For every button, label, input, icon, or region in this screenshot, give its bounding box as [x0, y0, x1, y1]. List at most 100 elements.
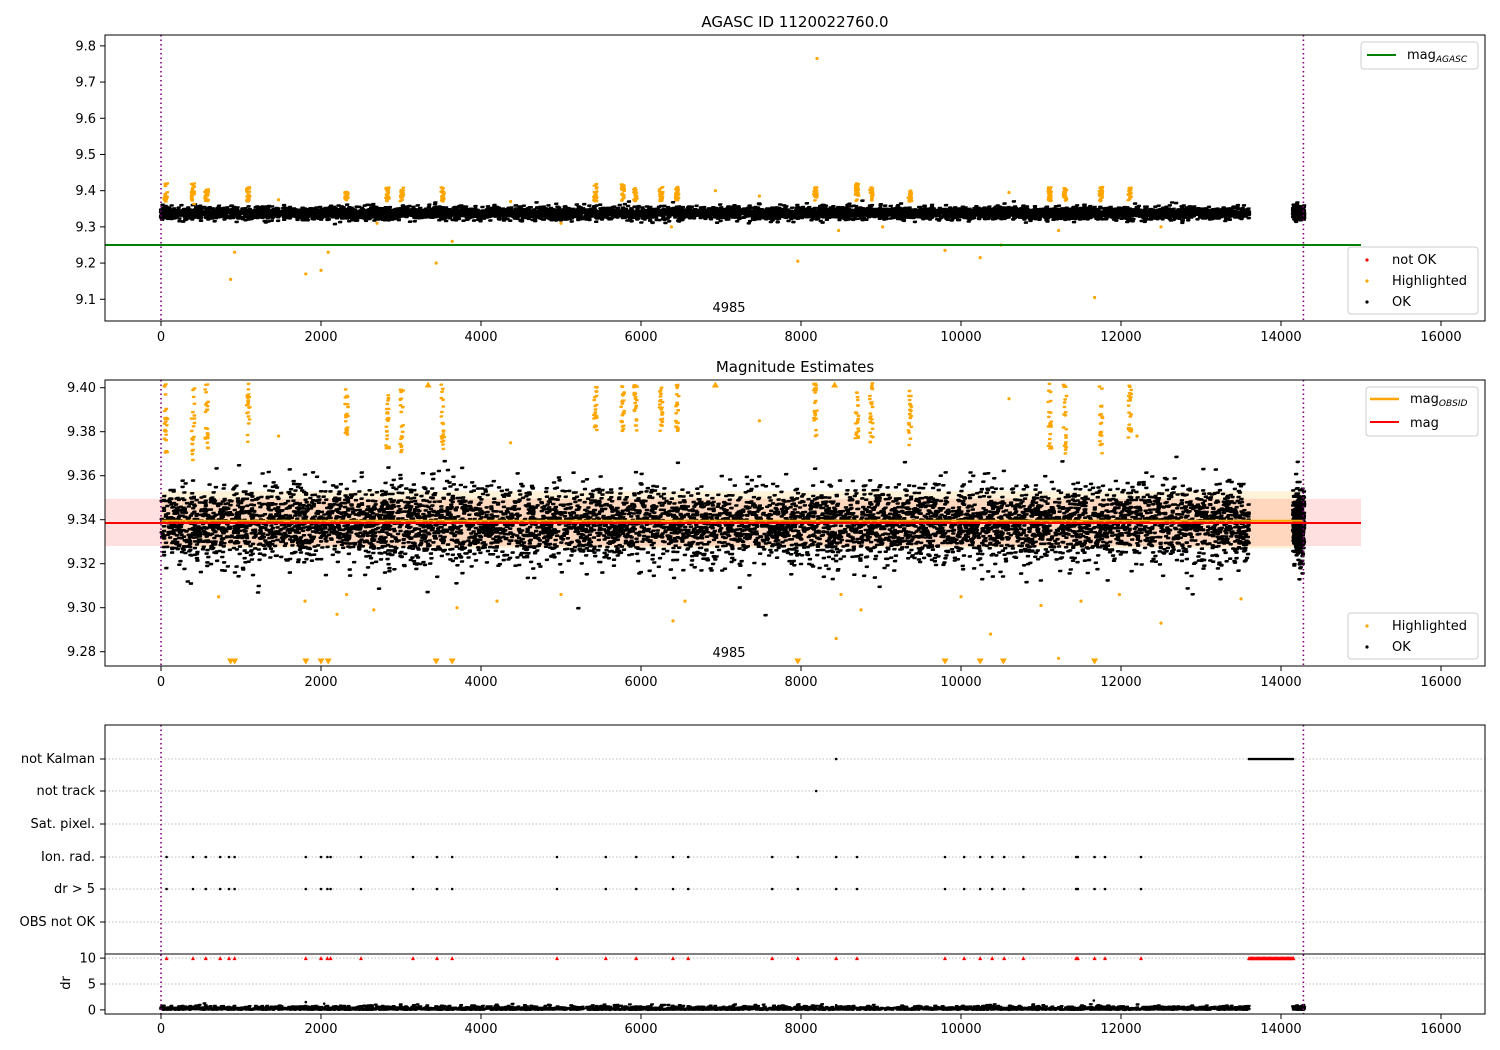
dr-ytick-label: 0 — [88, 1003, 96, 1018]
panel2-highlighted-clusters — [162, 382, 1134, 462]
dr-clipped-marker — [203, 956, 208, 961]
panel1-highlight-point — [277, 198, 281, 202]
panel3-xtick-label: 2000 — [304, 1022, 337, 1037]
panel2-ytick-label: 9.28 — [67, 645, 96, 660]
panel2-line-legend: magOBSID mag — [1365, 386, 1479, 437]
flag-mark — [204, 887, 208, 891]
dr-clipped-marker — [218, 956, 223, 961]
dr-clipped-marker — [634, 956, 639, 961]
dr-clipped-marker — [303, 956, 308, 961]
panel2-down-marker — [324, 658, 332, 665]
flag-label-obs-not-ok: OBS not OK — [20, 915, 96, 930]
dr-clipped-marker — [795, 956, 800, 961]
panel2-annotation: 4985 — [712, 646, 745, 661]
panel1-ytick-label: 9.1 — [75, 293, 96, 308]
panel1-ytick-label: 9.4 — [75, 184, 96, 199]
flag-mark — [796, 855, 800, 859]
panel2-down-marker — [231, 658, 239, 665]
dr-clipped-marker — [943, 956, 947, 961]
flag-mark — [634, 887, 638, 891]
flag-mark — [191, 887, 195, 891]
panel1-highlight-point — [450, 239, 454, 243]
panel1-line-legend: magAGASC — [1360, 41, 1479, 70]
panel2-down-marker — [302, 658, 310, 665]
panel1-ok-points — [158, 199, 1307, 226]
panel3-xtick-label: 10000 — [940, 1022, 981, 1037]
dr-points — [159, 1002, 1307, 1012]
panel1-highlight-point — [815, 56, 819, 61]
flag-mark — [319, 855, 323, 859]
panel1-ytick-label: 9.5 — [75, 148, 96, 163]
legend2-ok: OK — [1392, 640, 1411, 655]
panel2-xtick-label: 16000 — [1420, 675, 1461, 690]
panel1-highlight-point — [1093, 295, 1097, 300]
flag-mark — [1022, 855, 1025, 859]
panel2-highlight-point — [757, 419, 762, 423]
panel1-highlight-point — [233, 250, 237, 254]
dr-clipped-marker — [671, 956, 675, 961]
panel2-down-marker — [1091, 658, 1099, 665]
panel2-highlight-point — [834, 636, 838, 641]
panel1-highlight-point — [434, 261, 438, 265]
dr-clipped-marker — [1139, 956, 1143, 961]
panel2-xtick-label: 8000 — [784, 675, 817, 690]
panel2-ytick-label: 9.34 — [67, 513, 96, 528]
panel1-frame — [104, 34, 1486, 322]
legend-not-ok: not OK — [1392, 253, 1437, 268]
panel2-highlight-point — [1159, 621, 1163, 625]
flag-mark — [855, 887, 859, 891]
dr-clipped-marker — [232, 956, 237, 961]
flag-mark — [1093, 887, 1096, 891]
panel1-xtick-label: 0 — [157, 330, 165, 345]
dr-point — [834, 1003, 838, 1007]
flag-mark — [319, 887, 323, 891]
flag-mark — [411, 855, 415, 859]
panel1-highlighted-clusters — [162, 182, 1133, 206]
flag-mark — [990, 887, 994, 891]
flag-mark — [604, 855, 608, 859]
dr-clipped-marker — [686, 956, 691, 961]
panel1-highlight-point — [326, 250, 330, 254]
panel1-highlight-point — [375, 221, 379, 225]
dr-clipped-marker — [359, 956, 363, 961]
dr-clipped-marker — [855, 956, 859, 961]
panel2-xtick-label: 2000 — [304, 675, 337, 690]
panel2-down-marker — [976, 658, 984, 665]
dr-clipped-marker — [411, 956, 415, 961]
dr-clipped-marker — [328, 956, 333, 961]
panel2-down-marker — [794, 658, 802, 665]
panel2-highlight-point — [345, 592, 349, 597]
flag-mark — [1103, 855, 1107, 859]
dr-clipped-marker — [770, 956, 775, 961]
flag-mark — [359, 887, 363, 891]
flag-label-not-kalman: not Kalman — [21, 752, 95, 767]
panel2-highlight-point — [859, 608, 863, 612]
panel1-highlight-point — [1007, 190, 1011, 195]
flag-mark — [233, 855, 236, 859]
panel2-up-marker — [831, 381, 839, 388]
panel2-highlight-point — [455, 606, 459, 610]
flag-mark — [1002, 855, 1006, 859]
panel3-xtick-label: 6000 — [624, 1022, 657, 1037]
panel-magnitude-estimates: Magnitude Estimates 9.28 9.30 9.32 9.34 9.36… — [67, 358, 1486, 690]
panel2-highlight-point — [303, 599, 307, 603]
flag-mark — [204, 855, 208, 859]
panel2-highlight-point — [989, 632, 993, 636]
panel-agasc: AGASC ID 1120022760.0 9.1 9.2 9.3 9.4 9.5 9.6… — [75, 13, 1486, 345]
flag-mark — [671, 887, 675, 891]
panel2-down-marker — [317, 658, 325, 665]
dr-point — [1092, 999, 1096, 1002]
flag-label-dr5: dr > 5 — [54, 882, 95, 897]
flag-mark — [834, 887, 838, 891]
legend2-highlighted: Highlighted — [1392, 619, 1467, 634]
panel1-xtick-label: 12000 — [1100, 330, 1141, 345]
flag-mark — [555, 887, 559, 891]
panel3-xtick-label: 16000 — [1420, 1022, 1461, 1037]
flag-mark — [227, 855, 231, 859]
panel1-ytick-label: 9.6 — [75, 112, 96, 127]
panel3-xtick-label: 12000 — [1100, 1022, 1141, 1037]
flag-mark — [814, 789, 818, 793]
dr-clipped-marker — [325, 956, 330, 961]
dr-clipped-marker — [450, 956, 455, 961]
dr-clipped-marker — [319, 956, 323, 961]
